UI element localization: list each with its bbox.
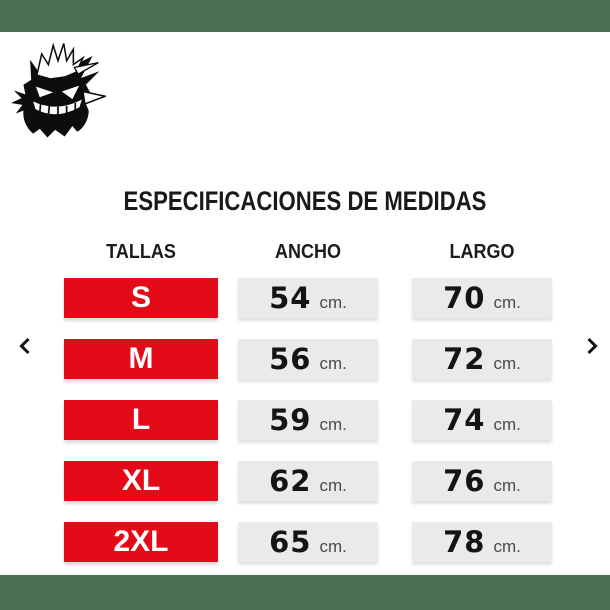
column-header-tallas: TALLAS (106, 241, 176, 263)
unit-label: cm. (319, 476, 347, 495)
unit-label: cm. (493, 537, 521, 556)
carousel-prev-button[interactable] (16, 334, 34, 358)
ancho-number: 56 (269, 342, 312, 376)
largo-value-cell: 74 cm. (412, 400, 552, 440)
ancho-number: 59 (269, 403, 312, 437)
size-badge: XL (64, 461, 218, 501)
size-label: M (128, 342, 154, 375)
ancho-number: 62 (269, 464, 312, 498)
size-badge: M (64, 339, 218, 379)
largo-value-cell: 72 cm. (412, 339, 552, 379)
size-label: L (131, 403, 151, 436)
ancho-number: 65 (269, 525, 312, 559)
table-row-m: M 56 cm. 72 cm. (0, 339, 610, 379)
size-badge: S (64, 278, 218, 318)
largo-value-cell: 76 cm. (412, 461, 552, 501)
largo-number: 70 (443, 281, 486, 315)
size-label: S (130, 281, 151, 314)
unit-label: cm. (493, 354, 521, 373)
gengar-logo-icon (10, 42, 106, 138)
column-header-largo: LARGO (449, 241, 515, 263)
unit-label: cm. (493, 293, 521, 312)
unit-label: cm. (493, 415, 521, 434)
size-label: 2XL (113, 525, 169, 558)
largo-number: 76 (443, 464, 486, 498)
largo-number: 72 (443, 342, 486, 376)
chevron-right-icon (587, 337, 598, 355)
table-row-xl: XL 62 cm. 76 cm. (0, 461, 610, 501)
carousel-next-button[interactable] (583, 334, 601, 358)
largo-number: 74 (443, 403, 486, 437)
unit-label: cm. (319, 537, 347, 556)
size-badge: L (64, 400, 218, 440)
bottom-green-banner (0, 575, 610, 610)
table-row-l: L 59 cm. 74 cm. (0, 400, 610, 440)
size-badge: 2XL (64, 522, 218, 562)
ancho-value-cell: 65 cm. (238, 522, 378, 562)
unit-label: cm. (319, 415, 347, 434)
ancho-value-cell: 62 cm. (238, 461, 378, 501)
top-green-banner (0, 0, 610, 32)
largo-number: 78 (443, 525, 486, 559)
unit-label: cm. (493, 476, 521, 495)
ancho-value-cell: 56 cm. (238, 339, 378, 379)
ancho-value-cell: 59 cm. (238, 400, 378, 440)
ancho-value-cell: 54 cm. (238, 278, 378, 318)
unit-label: cm. (319, 354, 347, 373)
table-row-2xl: 2XL 65 cm. 78 cm. (0, 522, 610, 562)
page-title: ESPECIFICACIONES DE MEDIDAS (123, 186, 487, 216)
largo-value-cell: 78 cm. (412, 522, 552, 562)
largo-value-cell: 70 cm. (412, 278, 552, 318)
chevron-left-icon (19, 337, 30, 355)
table-row-s: S 54 cm. 70 cm. (0, 278, 610, 318)
size-label: XL (121, 464, 161, 497)
column-header-ancho: ANCHO (274, 241, 342, 263)
ancho-number: 54 (269, 281, 312, 315)
unit-label: cm. (319, 293, 347, 312)
